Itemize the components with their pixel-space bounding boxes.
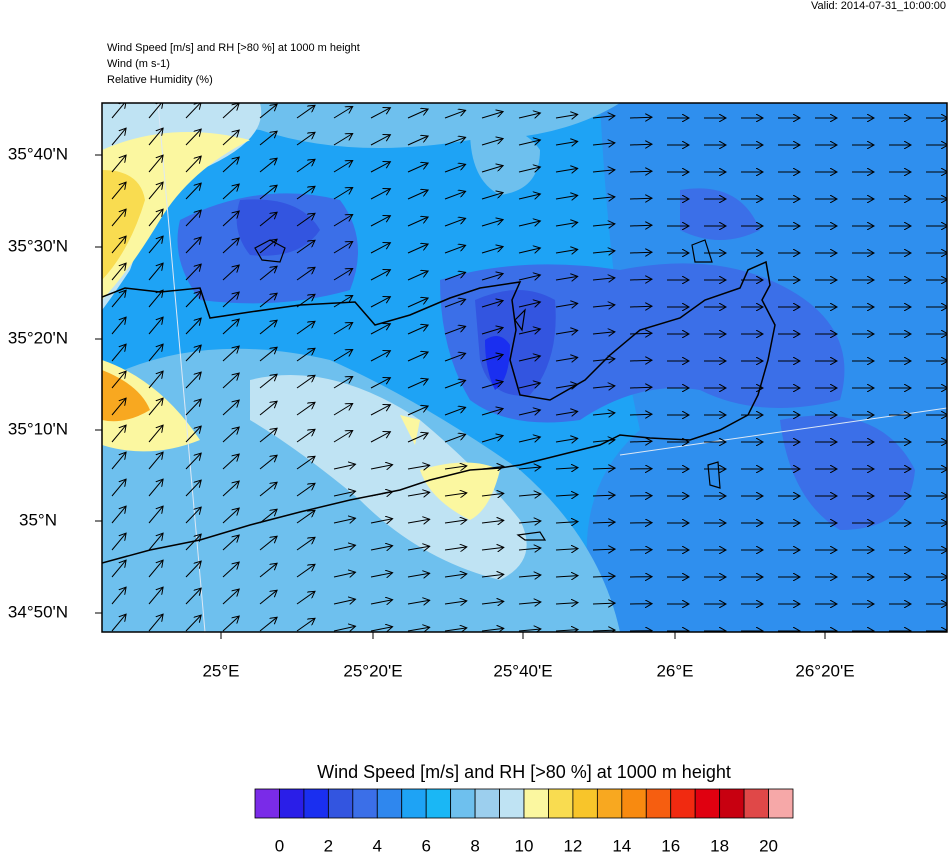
colorbar-label: 6 — [421, 836, 430, 854]
colorbar-swatch — [695, 789, 719, 818]
colorbar-label: 0 — [275, 836, 284, 854]
colorbar-swatch — [279, 789, 303, 818]
colorbar-label: 2 — [324, 836, 333, 854]
lon-label: 25°20'E — [343, 661, 402, 680]
colorbar-title: Wind Speed [m/s] and RH [>80 %] at 1000 … — [317, 762, 731, 782]
map-field — [102, 101, 948, 632]
colorbar-swatch — [451, 789, 475, 818]
lon-label: 25°E — [202, 661, 239, 680]
colorbar-label: 10 — [515, 836, 534, 854]
lat-label: 35°30'N — [8, 236, 68, 255]
colorbar-swatch — [304, 789, 328, 818]
colorbar-swatch — [255, 789, 279, 818]
colorbar-swatch — [524, 789, 548, 818]
lat-label: 35°40'N — [8, 144, 68, 163]
colorbar-swatch — [377, 789, 401, 818]
lat-label: 35°N — [19, 510, 57, 529]
colorbar-swatch — [353, 789, 377, 818]
header-line: Wind Speed [m/s] and RH [>80 %] at 1000 … — [107, 42, 360, 54]
colorbar-swatch — [475, 789, 499, 818]
colorbar-label: 14 — [612, 836, 631, 854]
valid-time: Valid: 2014-07-31_10:00:00 — [811, 0, 946, 12]
header-line: Relative Humidity (%) — [107, 74, 213, 86]
colorbar: 0 2 4 6 8 10 12 14 16 18 20 — [255, 789, 793, 854]
colorbar-swatch — [744, 789, 768, 818]
lat-label: 35°10'N — [8, 419, 68, 438]
lon-label: 26°E — [656, 661, 693, 680]
colorbar-swatch — [597, 789, 621, 818]
colorbar-label: 12 — [563, 836, 582, 854]
colorbar-swatch — [622, 789, 646, 818]
lat-label: 35°20'N — [8, 328, 68, 347]
colorbar-swatch — [426, 789, 450, 818]
colorbar-swatch — [573, 789, 597, 818]
colorbar-swatch — [548, 789, 572, 818]
colorbar-swatch — [769, 789, 793, 818]
colorbar-label: 18 — [710, 836, 729, 854]
colorbar-swatch — [402, 789, 426, 818]
colorbar-label: 20 — [759, 836, 778, 854]
colorbar-label: 4 — [373, 836, 382, 854]
lat-label: 34°50'N — [8, 602, 68, 621]
lon-label: 26°20'E — [795, 661, 854, 680]
colorbar-label: 16 — [661, 836, 680, 854]
colorbar-swatch — [328, 789, 352, 818]
colorbar-swatch — [671, 789, 695, 818]
colorbar-label: 8 — [470, 836, 479, 854]
lon-label: 25°40'E — [493, 661, 552, 680]
header-line: Wind (m s-1) — [107, 58, 170, 70]
colorbar-swatch — [720, 789, 744, 818]
colorbar-swatch — [500, 789, 524, 818]
colorbar-swatch — [646, 789, 670, 818]
